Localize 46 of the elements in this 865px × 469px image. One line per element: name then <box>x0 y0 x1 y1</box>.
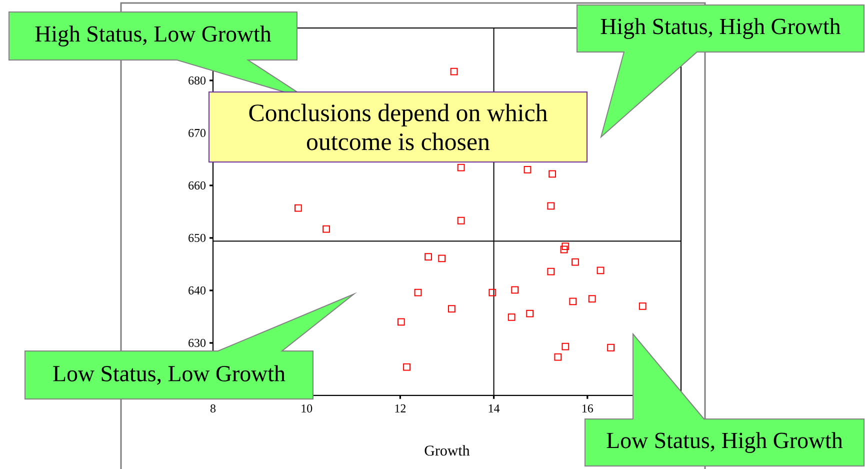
point <box>524 166 532 174</box>
x-tick-label: 16 <box>582 404 594 412</box>
point <box>450 68 458 76</box>
point <box>322 225 330 233</box>
point <box>414 288 422 296</box>
point <box>438 254 446 262</box>
point <box>457 164 465 172</box>
point <box>511 286 519 294</box>
point <box>607 344 615 352</box>
annotation: Conclusions depend on which outcome is chosen <box>249 104 548 150</box>
y-tick-label: 630 <box>188 338 206 347</box>
x-tick-label: 14 <box>488 404 500 412</box>
point <box>560 246 568 254</box>
y-tick-label: 650 <box>188 234 206 242</box>
point <box>596 266 604 274</box>
point <box>526 310 534 318</box>
y-tick-label: 680 <box>188 76 206 85</box>
point <box>547 202 555 210</box>
x-tick-label: 8 <box>210 404 216 412</box>
point <box>547 268 555 276</box>
point <box>448 305 456 312</box>
point <box>572 258 579 266</box>
y-tick-label: 670 <box>188 128 206 137</box>
annotation: High Status, Low Growth <box>35 26 272 46</box>
point <box>488 288 496 296</box>
point <box>548 170 556 178</box>
point <box>554 353 562 361</box>
x-axis-title: Growth <box>424 445 470 456</box>
point <box>588 295 596 303</box>
point <box>508 313 516 321</box>
y-tick-label: 660 <box>188 181 206 190</box>
point <box>569 298 577 306</box>
point <box>294 204 302 212</box>
point <box>638 302 646 310</box>
x-tick-label: 12 <box>395 404 406 412</box>
annotation: High Status, High Growth <box>600 18 841 39</box>
point <box>562 342 570 350</box>
point <box>403 363 410 371</box>
point <box>457 216 465 224</box>
x-tick-label: 10 <box>302 404 312 412</box>
annotation: Low Status, Low Growth <box>53 365 286 385</box>
point <box>424 253 432 261</box>
point <box>397 318 405 326</box>
point <box>562 242 570 250</box>
text: Low Status, High Growth <box>606 432 843 453</box>
y-tick-label: 640 <box>188 286 206 294</box>
